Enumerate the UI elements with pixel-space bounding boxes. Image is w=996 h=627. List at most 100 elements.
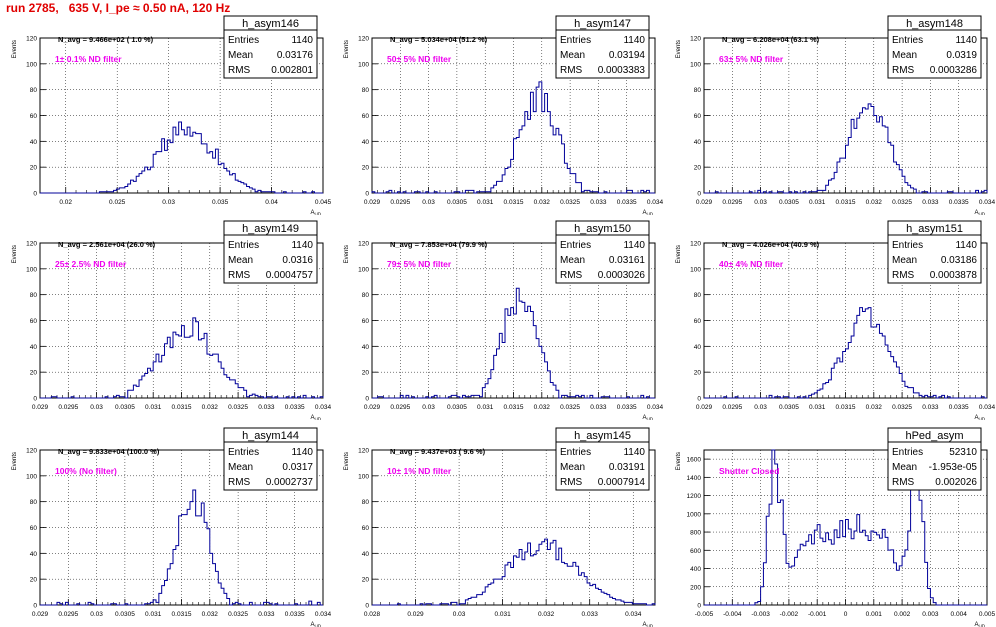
x-tick-label: 0.025: [109, 199, 126, 206]
y-tick-label: 20: [30, 370, 38, 377]
navg-header: N_avg = 9.833e+04 (100.0 %): [58, 447, 160, 456]
x-axis-title: AUD: [642, 210, 653, 215]
y-tick-label: 80: [362, 87, 370, 94]
stats-value: 0.0007914: [598, 477, 646, 488]
filter-annotation: 100% (No filter): [55, 466, 117, 476]
x-tick-label: 0.033: [922, 404, 939, 411]
histogram-line: [40, 121, 323, 194]
x-tick-label: 0.0315: [172, 611, 192, 618]
stats-box: [555, 441, 650, 491]
x-tick-label: 0.029: [407, 611, 424, 618]
stats-value: -1.953e-05: [929, 462, 978, 473]
y-tick-label: 60: [362, 525, 370, 532]
y-tick-label: 0: [697, 603, 701, 610]
x-tick-label: 0.034: [315, 404, 332, 411]
histogram-name: h_asym147: [574, 18, 631, 30]
filter-annotation: 10± 1% ND filter: [387, 466, 452, 476]
stats-value: 0.0319: [946, 50, 977, 61]
stats-label: Mean: [560, 255, 585, 266]
histogram-line: [372, 538, 656, 606]
y-tick-label: 0: [365, 603, 369, 610]
x-tick-label: 0.0315: [504, 199, 524, 206]
x-axis-title: AUD: [310, 210, 321, 215]
x-tick-label: 0.032: [538, 611, 555, 618]
y-tick-label: 100: [690, 266, 701, 273]
y-tick-label: 20: [30, 577, 38, 584]
y-axis-title: Events: [676, 452, 682, 470]
stats-value: 0.0317: [282, 462, 313, 473]
stats-label: Mean: [560, 462, 585, 473]
histogram-line: [704, 307, 987, 399]
page-title: run 2785, 635 V, I_pe ≈ 0.50 nA, 120 Hz: [6, 1, 231, 15]
histogram-line: [371, 81, 655, 194]
x-tick-label: 0.04: [265, 199, 278, 206]
y-tick-label: 120: [26, 36, 37, 43]
stats-label: RMS: [560, 65, 583, 76]
y-tick-label: 0: [33, 603, 37, 610]
x-tick-label: 0.029: [364, 199, 381, 206]
x-tick-label: 0.0335: [285, 404, 305, 411]
y-tick-label: 600: [690, 548, 701, 555]
x-tick-label: 0.0295: [58, 404, 78, 411]
x-tick-label: 0.03: [453, 611, 466, 618]
stats-box: [887, 441, 982, 491]
y-tick-label: 120: [26, 241, 37, 248]
navg-header: N_avg = 9.466e+02 ( 1.0 %): [58, 35, 154, 44]
y-axis-title: Events: [676, 245, 682, 263]
y-tick-label: 80: [694, 292, 702, 299]
stats-label: Mean: [228, 255, 253, 266]
y-tick-label: 80: [362, 292, 370, 299]
x-tick-label: 0.0305: [447, 404, 467, 411]
x-tick-label: 0.0295: [390, 199, 410, 206]
y-axis-title: Events: [344, 245, 350, 263]
x-tick-label: 0.029: [32, 404, 49, 411]
stats-value: 0.002801: [271, 65, 313, 76]
y-tick-label: 40: [694, 139, 702, 146]
x-axis-title: AUD: [310, 415, 321, 420]
x-tick-label: 0.0295: [722, 404, 742, 411]
x-tick-label: 0.034: [625, 611, 642, 618]
stats-label: Mean: [892, 50, 917, 61]
y-tick-label: 20: [694, 370, 702, 377]
y-tick-label: 100: [26, 266, 37, 273]
histogram-panel-h_asym149: 0.029 0.0295 0.03 0.0305 0.031 0.0315 0.032 0.0…: [12, 220, 332, 420]
x-tick-label: 0.031: [494, 611, 511, 618]
x-tick-label: 0.03: [90, 404, 103, 411]
stats-label: Entries: [228, 240, 259, 251]
y-tick-label: 80: [694, 87, 702, 94]
stats-value: 0.0003286: [930, 65, 978, 76]
y-tick-label: 40: [694, 344, 702, 351]
y-tick-label: 60: [30, 113, 38, 120]
y-tick-label: 100: [690, 61, 701, 68]
x-tick-label: 0.0305: [115, 404, 135, 411]
stats-label: Mean: [228, 462, 253, 473]
x-tick-label: 0.0295: [58, 611, 78, 618]
y-tick-label: 0: [697, 396, 701, 403]
x-tick-label: 0.0315: [836, 199, 856, 206]
histogram-panel-hPed_asym: -0.005 -0.004 -0.003 -0.002 -0.001 0 0.001 0.00…: [676, 427, 996, 627]
x-tick-label: 0.03: [162, 199, 175, 206]
x-tick-label: 0.045: [315, 199, 332, 206]
stats-box: [887, 29, 982, 79]
filter-annotation: 25± 2.5% ND filter: [55, 259, 127, 269]
x-tick-label: 0.0305: [447, 199, 467, 206]
stats-label: Mean: [560, 50, 585, 61]
x-tick-label: 0.004: [951, 611, 968, 618]
x-tick-label: 0.0305: [779, 404, 799, 411]
x-tick-label: 0.0315: [836, 404, 856, 411]
filter-annotation: Shutter Closed: [719, 466, 779, 476]
stats-label: Entries: [892, 35, 923, 46]
x-tick-label: -0.002: [780, 611, 799, 618]
y-tick-label: 120: [26, 448, 37, 455]
stats-label: Mean: [892, 462, 917, 473]
x-tick-label: 0.031: [145, 611, 162, 618]
filter-annotation: 40± 4% ND filter: [719, 259, 784, 269]
stats-value: 1140: [955, 35, 977, 46]
x-tick-label: 0.0325: [560, 404, 580, 411]
y-tick-label: 100: [358, 473, 369, 480]
navg-header: N_avg = 9.437e+03 ( 9.6 %): [390, 447, 486, 456]
x-tick-label: 0.0335: [617, 404, 637, 411]
x-tick-label: 0.032: [866, 404, 883, 411]
y-tick-label: 60: [30, 525, 38, 532]
stats-label: Entries: [892, 447, 923, 458]
